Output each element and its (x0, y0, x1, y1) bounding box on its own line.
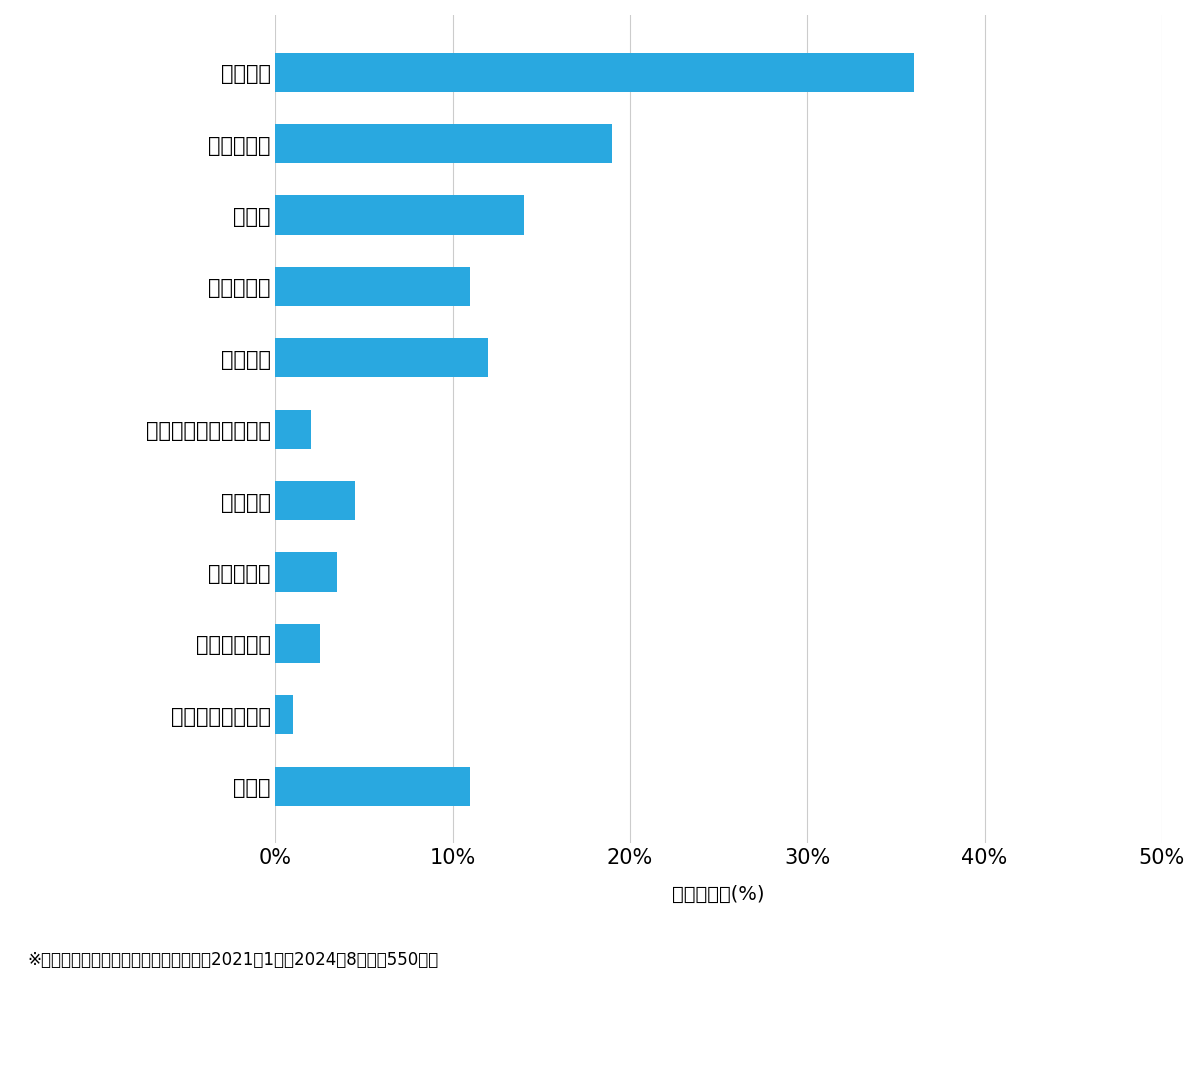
Bar (276, 481, 355, 521)
Text: ※弊社受付の案件を対象に集計（期間：2021年1月～2024年8月、計550件）: ※弊社受付の案件を対象に集計（期間：2021年1月～2024年8月、計550件） (28, 951, 438, 970)
Bar (276, 624, 319, 663)
X-axis label: 件数の割合(%): 件数の割合(%) (672, 885, 764, 904)
Bar (276, 766, 470, 806)
Bar (276, 338, 488, 377)
Bar (276, 409, 311, 449)
Bar (276, 124, 612, 164)
Bar (276, 52, 913, 92)
Bar (276, 196, 523, 235)
Bar (276, 267, 470, 306)
Bar (276, 553, 337, 591)
Bar (276, 695, 293, 734)
